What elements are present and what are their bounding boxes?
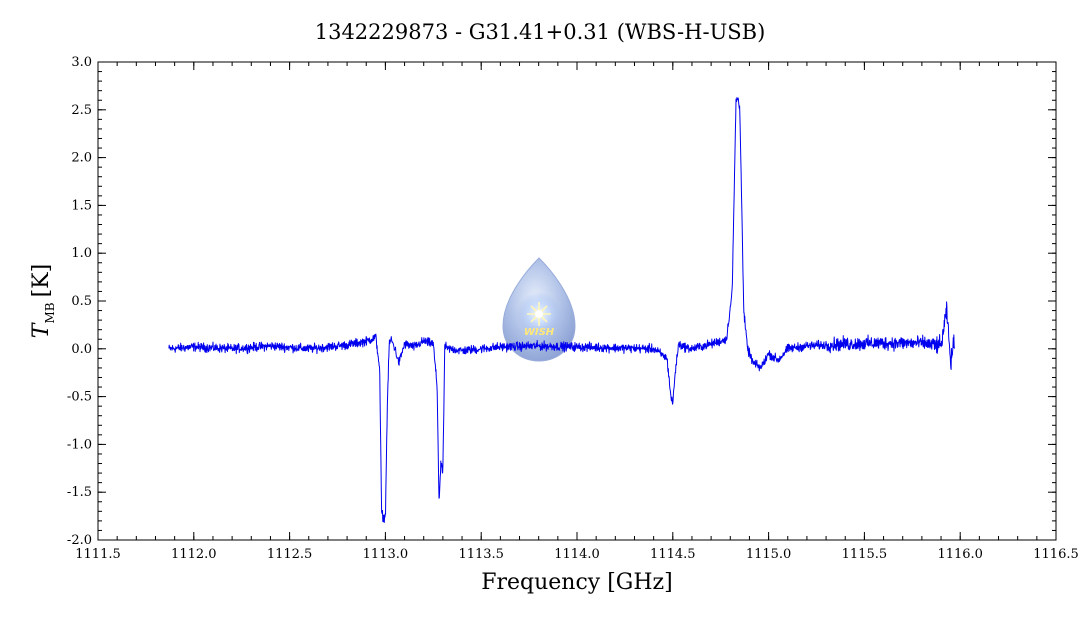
- y-tick-label: 1.0: [71, 246, 92, 261]
- svg-text:TMB[K]: TMB [K]: [29, 264, 57, 338]
- wish-logo-text: WISH: [524, 327, 555, 338]
- y-tick-label: -1.0: [67, 437, 92, 452]
- x-tick-label: 1116.5: [1033, 547, 1079, 562]
- wish-logo: WISH: [502, 257, 576, 362]
- y-axis-title: TMB [K]: [29, 264, 57, 338]
- y-tick-label: 2.0: [71, 151, 92, 166]
- x-tick-label: 1114.0: [554, 547, 600, 562]
- y-tick-label: 0.5: [71, 294, 92, 309]
- y-axis-subscript: MB: [43, 302, 57, 323]
- x-tick-label: 1116.0: [937, 547, 983, 562]
- y-axis-ticks: [98, 61, 1056, 541]
- x-tick-label: 1113.5: [458, 547, 504, 562]
- x-tick-label: 1112.5: [267, 547, 313, 562]
- y-tick-label: 0.0: [71, 342, 92, 357]
- y-tick-label: -1.5: [67, 485, 92, 500]
- y-tick-label: 3.0: [71, 55, 92, 70]
- y-axis-symbol: T: [29, 321, 54, 338]
- x-tick-label: 1114.5: [650, 547, 696, 562]
- x-axis-title: Frequency [GHz]: [481, 570, 673, 595]
- y-tick-label: -2.0: [67, 533, 92, 548]
- y-tick-label: 1.5: [71, 198, 92, 213]
- spectrum-line: [168, 97, 955, 523]
- x-tick-label: 1113.0: [363, 547, 409, 562]
- y-axis-unit: [K]: [29, 264, 54, 298]
- chart-title: 1342229873 - G31.41+0.31 (WBS-H-USB): [315, 20, 766, 44]
- x-axis-tick-labels: 1111.5 1112.0 1112.5 1113.0 1113.5 1114.0 1114…: [75, 547, 1079, 562]
- x-tick-label: 1115.0: [746, 547, 792, 562]
- x-tick-label: 1111.5: [75, 547, 121, 562]
- x-axis-ticks: [97, 62, 1057, 540]
- y-tick-label: -0.5: [67, 390, 92, 405]
- y-axis-tick-labels: -2.0 -1.5 -1.0 -0.5 0.0 0.5 1.0 1.5 2.0 2.5 3.0: [67, 55, 92, 548]
- x-tick-label: 1112.0: [171, 547, 217, 562]
- x-tick-label: 1115.5: [842, 547, 888, 562]
- y-tick-label: 2.5: [71, 103, 92, 118]
- plot-frame: [97, 61, 1057, 541]
